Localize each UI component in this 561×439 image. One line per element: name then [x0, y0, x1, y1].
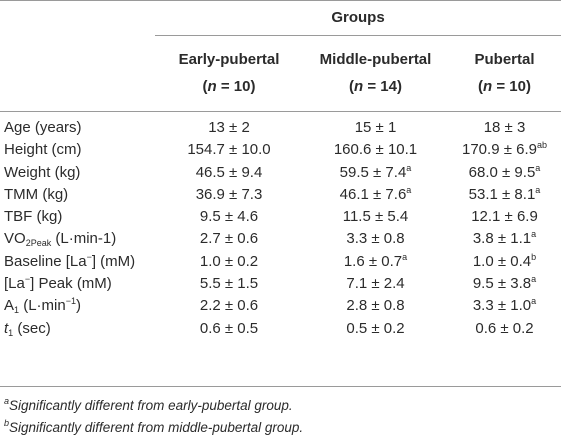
header-early-pubertal-name: Early-pubertal: [178, 51, 280, 68]
cell-middle: 3.3 ± 0.8: [346, 230, 405, 248]
table-footnotes: aSignificantly different from early-pube…: [4, 395, 303, 439]
cell-middle: 160.6 ± 10.1: [333, 141, 418, 159]
table-row: Height (cm) 154.7 ± 10.0 160.6 ± 10.1 17…: [0, 139, 561, 161]
column-headers: Early-pubertal (n = 10) Middle-pubertal …: [0, 36, 561, 110]
header-middle-pubertal-n: (n = 14): [349, 78, 402, 95]
cell-early: 36.9 ± 7.3: [195, 185, 263, 203]
groups-header: Groups: [331, 9, 385, 26]
row-label: [La−] Peak (mM): [4, 274, 112, 293]
table-row: TBF (kg) 9.5 ± 4.6 11.5 ± 5.4 12.1 ± 6.9: [0, 206, 561, 228]
table-row: Weight (kg) 46.5 ± 9.4 59.5 ± 7.4a 68.0 …: [0, 162, 561, 184]
cell-pubertal: 53.1 ± 8.1a: [468, 184, 541, 203]
cell-early: 9.5 ± 4.6: [199, 208, 259, 226]
row-label: TBF (kg): [4, 208, 63, 226]
row-label: Baseline [La−] (mM): [4, 251, 136, 270]
cell-middle: 46.1 ± 7.6a: [339, 184, 412, 203]
table-row: Age (years) 13 ± 2 15 ± 1 18 ± 3: [0, 117, 561, 139]
cell-middle: 59.5 ± 7.4a: [339, 162, 412, 181]
table-row: VO2Peak (L·min-1) 2.7 ± 0.6 3.3 ± 0.8 3.…: [0, 228, 561, 250]
cell-pubertal: 18 ± 3: [483, 119, 526, 136]
cell-pubertal: 3.3 ± 1.0a: [472, 296, 537, 315]
header-early-pubertal-n: (n = 10): [202, 78, 256, 95]
table-row: [La−] Peak (mM) 5.5 ± 1.5 7.1 ± 2.4 9.5 …: [0, 273, 561, 295]
cell-middle: 1.6 ± 0.7a: [343, 251, 408, 270]
groups-rule: [155, 35, 561, 36]
cell-pubertal: 0.6 ± 0.2: [475, 319, 534, 337]
cell-pubertal: 170.9 ± 6.9ab: [462, 140, 547, 159]
row-label: Height (cm): [4, 141, 82, 159]
cell-middle: 7.1 ± 2.4: [346, 275, 405, 293]
cell-pubertal: 9.5 ± 3.8a: [472, 274, 537, 293]
table-body: Age (years) 13 ± 2 15 ± 1 18 ± 3 Height …: [0, 117, 561, 340]
cell-middle: 15 ± 1: [354, 119, 397, 136]
cell-early: 46.5 ± 9.4: [195, 163, 263, 181]
row-label: Age (years): [4, 119, 82, 136]
cell-early: 0.6 ± 0.5: [199, 319, 259, 337]
header-early-pubertal: Early-pubertal (n = 10): [155, 36, 303, 110]
cell-middle: 2.8 ± 0.8: [346, 297, 405, 315]
cell-pubertal: 12.1 ± 6.9: [471, 208, 538, 226]
cell-pubertal: 1.0 ± 0.4b: [472, 251, 537, 270]
cell-pubertal: 3.8 ± 1.1a: [472, 229, 537, 248]
footnote: aSignificantly different from early-pube…: [4, 396, 293, 414]
header-pubertal-name: Pubertal: [474, 51, 535, 68]
header-pubertal-n: (n = 10): [478, 78, 531, 95]
bottom-rule: [0, 386, 561, 387]
table-row: TMM (kg) 36.9 ± 7.3 46.1 ± 7.6a 53.1 ± 8…: [0, 184, 561, 206]
footnote: bSignificantly different from middle-pub…: [4, 418, 304, 436]
header-middle-pubertal-name: Middle-pubertal: [319, 51, 432, 68]
cell-early: 1.0 ± 0.2: [199, 252, 259, 270]
table-row: A1 (L·min−1) 2.2 ± 0.6 2.8 ± 0.8 3.3 ± 1…: [0, 295, 561, 317]
cell-early: 2.7 ± 0.6: [199, 230, 259, 248]
top-rule: [0, 0, 561, 1]
cell-early: 154.7 ± 10.0: [187, 141, 271, 159]
header-middle-pubertal: Middle-pubertal (n = 14): [303, 36, 448, 110]
cell-early: 13 ± 2: [208, 119, 250, 136]
row-label: A1 (L·min−1): [4, 296, 81, 316]
header-pubertal: Pubertal (n = 10): [448, 36, 561, 110]
row-label: TMM (kg): [4, 185, 69, 203]
cell-pubertal: 68.0 ± 9.5a: [468, 162, 541, 181]
header-rule: [0, 111, 561, 112]
row-label: t1 (sec): [4, 319, 51, 338]
cell-early: 2.2 ± 0.6: [199, 297, 259, 315]
table-row: t1 (sec) 0.6 ± 0.5 0.5 ± 0.2 0.6 ± 0.2: [0, 318, 561, 340]
cell-early: 5.5 ± 1.5: [199, 275, 259, 293]
table-row: Baseline [La−] (mM) 1.0 ± 0.2 1.6 ± 0.7a…: [0, 251, 561, 273]
row-label: VO2Peak (L·min-1): [4, 230, 117, 249]
row-label: Weight (kg): [4, 163, 81, 181]
cell-middle: 0.5 ± 0.2: [346, 319, 405, 337]
cell-middle: 11.5 ± 5.4: [342, 208, 409, 226]
